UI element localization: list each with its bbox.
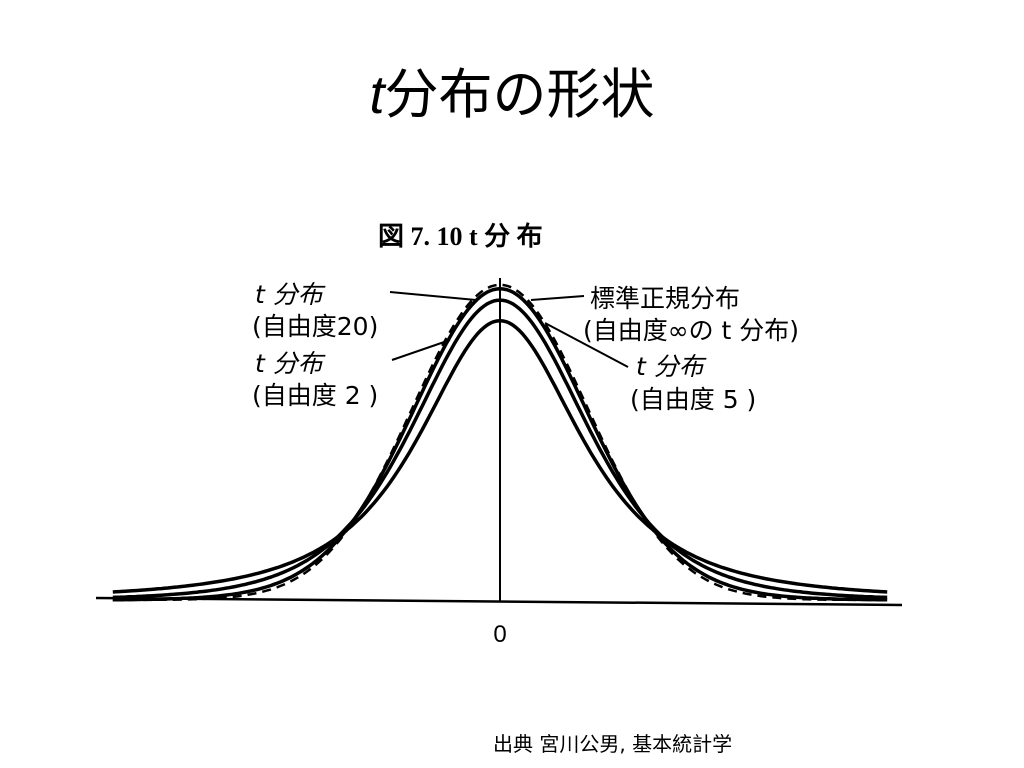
label-df2-line1: t 分布: [255, 349, 326, 378]
x-tick-label-0: 0: [493, 621, 506, 648]
slide-title: t分布の形状: [0, 58, 1024, 132]
label-df2-line2: (自由度 2 ): [252, 381, 378, 410]
label-normal-line2: (自由度∞の t 分布): [583, 316, 799, 345]
leader-df5: [544, 322, 629, 368]
curve-labels: t 分布 (自由度20) t 分布 (自由度 2 ) 標準正規分布 (自由度∞の…: [252, 280, 799, 414]
slide-title-rest: 分布の形状: [384, 63, 655, 126]
slide-title-t: t: [369, 65, 385, 125]
curves-group: [112, 283, 888, 602]
curve-standard-normal: [112, 283, 888, 602]
source-citation: 出典 宮川公男, 基本統計学: [493, 732, 733, 756]
curve-t-df2: [112, 318, 888, 594]
label-leaders: [389, 291, 629, 368]
label-normal-line1: 標準正規分布: [590, 284, 740, 313]
leader-df2: [391, 339, 451, 361]
label-df5-line1: t 分布: [636, 352, 707, 381]
leader-df20: [389, 291, 477, 301]
curve-t-df5: [112, 298, 888, 600]
label-df20-line1: t 分布: [255, 280, 326, 309]
label-df20-line2: (自由度20): [252, 312, 378, 341]
leader-normal: [530, 295, 585, 301]
curve-t-df20: [112, 286, 888, 602]
label-df5-line2: (自由度 5 ): [630, 385, 756, 414]
figure-caption: 図 7. 10 t 分 布: [378, 222, 543, 251]
